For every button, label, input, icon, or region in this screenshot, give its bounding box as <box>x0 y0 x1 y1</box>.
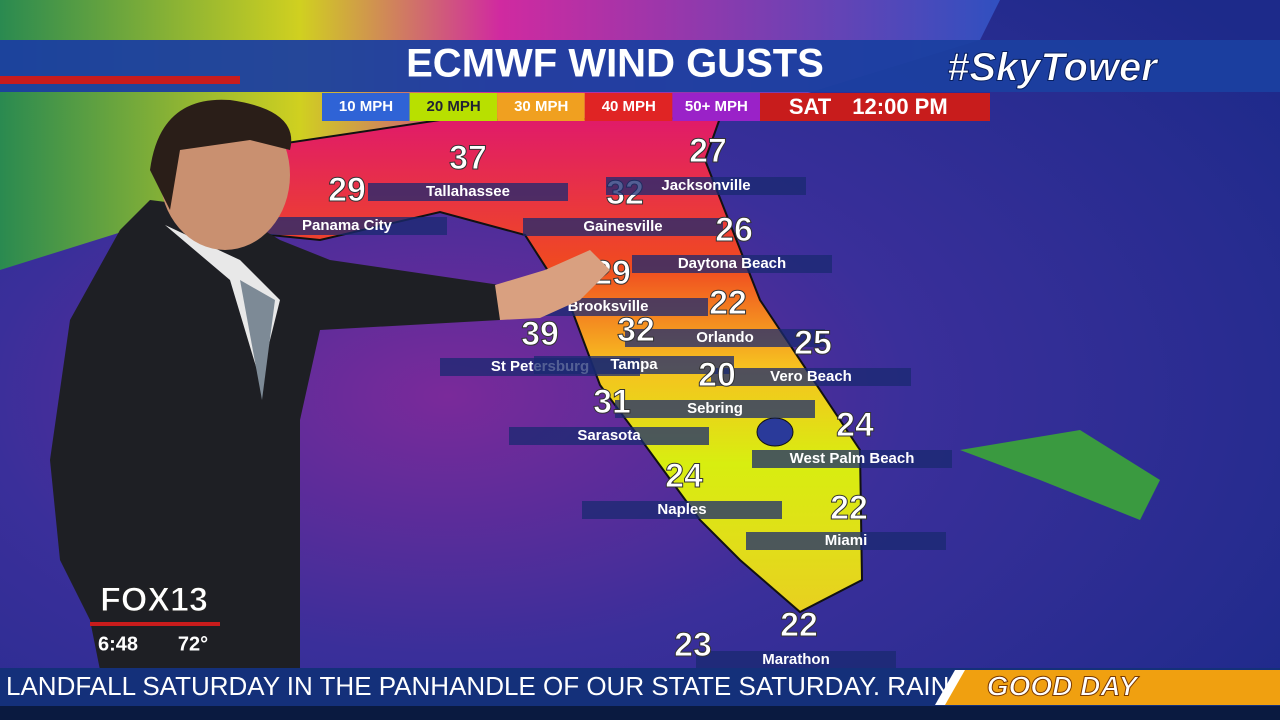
city-name: Tallahassee <box>426 183 510 200</box>
legend-swatch <box>409 93 498 121</box>
gust-value: 31 <box>593 383 631 421</box>
show-name: GOOD DAY <box>987 670 1140 701</box>
legend-label: 10 MPH <box>339 98 393 115</box>
title-accent <box>0 76 240 84</box>
gust-value: 24 <box>665 457 703 495</box>
label-band <box>632 255 832 273</box>
gust-value: 37 <box>449 139 487 177</box>
gust-value: 32 <box>617 311 655 349</box>
label-band <box>368 183 568 201</box>
city-name: Jacksonville <box>661 177 750 194</box>
legend-label: 20 MPH <box>427 98 481 115</box>
legend-label: 30 MPH <box>514 98 568 115</box>
gust-value: 22 <box>830 489 868 527</box>
city-name: Vero Beach <box>770 368 852 385</box>
legend-swatch <box>672 93 760 121</box>
label-band <box>746 532 946 550</box>
temperature: 72° <box>178 633 208 655</box>
label-band <box>582 501 782 519</box>
legend: 10 MPH 20 MPH 30 MPH 40 MPH 50+ MPH <box>322 93 760 121</box>
city-name: Panama City <box>302 217 393 234</box>
city-name: Gainesville <box>583 218 662 235</box>
gust-value: 26 <box>715 211 753 249</box>
title: ECMWF WIND GUSTS <box>406 42 824 86</box>
map-florida <box>239 116 864 614</box>
city-name: Daytona Beach <box>678 255 786 272</box>
gust-value: 24 <box>836 406 874 444</box>
map-lake <box>756 417 794 447</box>
day: SAT <box>789 94 832 119</box>
legend-label: 50+ MPH <box>685 98 748 115</box>
legend-label: 40 MPH <box>602 98 656 115</box>
presenter <box>50 99 610 720</box>
legend-swatch <box>584 93 673 121</box>
gust-value: 25 <box>794 324 832 362</box>
label-band <box>711 368 911 386</box>
city-name: Sarasota <box>577 427 641 444</box>
label-band <box>752 450 952 468</box>
gust-value: 39 <box>521 315 559 353</box>
city-name: Sebring <box>687 400 743 417</box>
city-name: Miami <box>825 532 868 549</box>
city-name: Naples <box>657 501 706 518</box>
label-band <box>509 427 709 445</box>
city-name: Marathon <box>762 651 830 668</box>
show-bar <box>940 670 1280 705</box>
city-name: Orlando <box>696 329 754 346</box>
label-band <box>523 218 723 236</box>
brand: #SkyTower <box>947 46 1159 90</box>
station-logo: FOX13 <box>100 581 208 619</box>
gust-value: 22 <box>780 606 818 644</box>
map-cuba <box>960 430 1160 520</box>
label-band <box>534 356 734 374</box>
gust-value: 20 <box>698 356 736 394</box>
gust-value: 23 <box>674 626 712 664</box>
gust-value: 27 <box>689 132 727 170</box>
label-band <box>696 651 896 669</box>
clock: 6:48 <box>98 633 138 655</box>
city-name: Tampa <box>610 356 658 373</box>
gust-value: 22 <box>709 284 747 322</box>
label-band <box>615 400 815 418</box>
label-band <box>247 217 447 235</box>
label-band <box>625 329 825 347</box>
city-name: West Palm Beach <box>790 450 915 467</box>
bug-divider <box>90 622 220 626</box>
ticker-base <box>0 706 1280 720</box>
time-bar <box>760 93 990 121</box>
legend-swatch <box>497 93 585 121</box>
legend-swatch <box>322 93 410 121</box>
city-labels: Panama City 29 Tallahassee 37 Gainesville 32 J… <box>247 131 952 669</box>
city-name: Brooksville <box>568 298 649 315</box>
ticker-text: LANDFALL SATURDAY IN THE PANHANDLE OF OU… <box>6 671 973 701</box>
label-band <box>606 177 806 195</box>
time: 12:00 PM <box>852 94 947 119</box>
gust-value: 29 <box>328 171 366 209</box>
show-stripe <box>935 670 965 705</box>
